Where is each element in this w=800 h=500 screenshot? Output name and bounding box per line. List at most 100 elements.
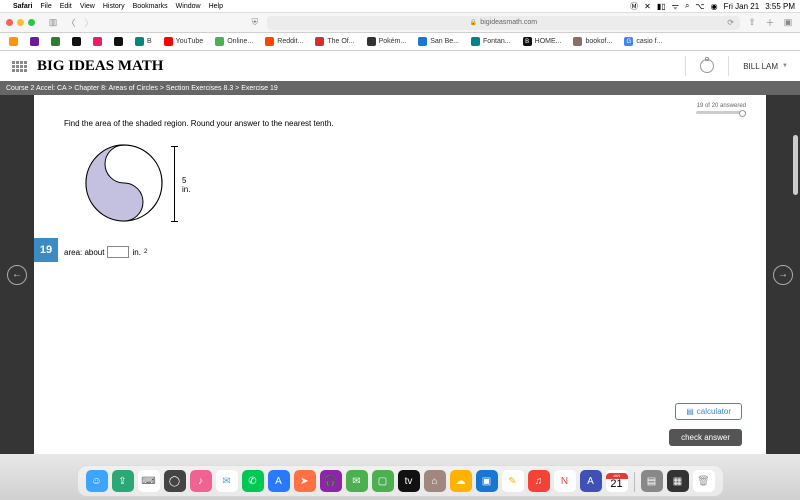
wifi-icon[interactable]: ᯤ [672,1,679,12]
timer-icon[interactable] [700,59,714,73]
dock-app[interactable]: ◯ [164,470,186,492]
bookmark-label: casio f... [636,38,662,45]
maximize-window[interactable] [28,19,35,26]
answer-input[interactable] [107,246,129,258]
status-icon[interactable]: Ⓜ [630,1,638,12]
bookmark-item[interactable]: Fontan... [466,37,516,46]
dock-app[interactable]: N [554,470,576,492]
calculator-button[interactable]: ▤ calculator [675,403,742,420]
sidebar-toggle-icon[interactable]: ▥ [47,17,59,29]
dock-separator [634,472,635,492]
dock-app[interactable]: ➤ [294,470,316,492]
apps-grid-icon[interactable] [12,61,27,72]
battery-icon[interactable]: ▮▯ [657,2,666,11]
dock-app[interactable]: ☺ [86,470,108,492]
dock-app[interactable]: ⇪ [112,470,134,492]
menu-edit[interactable]: Edit [60,3,72,10]
answer-exponent: 2 [144,249,147,255]
dock-app[interactable]: ♪ [190,470,212,492]
bookmark-item[interactable] [88,37,107,46]
bookmark-label: San Be... [430,38,459,45]
favicon [30,37,39,46]
bookmark-item[interactable]: San Be... [413,37,464,46]
bookmark-item[interactable]: Reddit... [260,37,308,46]
bookmark-item[interactable]: The Of... [310,37,359,46]
dock-app[interactable]: ▢ [372,470,394,492]
siri-icon[interactable]: ◉ [711,2,718,11]
prev-arrow-icon: ← [7,265,27,285]
user-menu[interactable]: BILL LAM ▼ [743,62,788,71]
dock-app[interactable]: ✉ [346,470,368,492]
dock-app[interactable]: ✎ [502,470,524,492]
bookmark-item[interactable]: YouTube [159,37,209,46]
dock-calendar[interactable]: JAN21 [606,470,628,492]
forward-button[interactable]: 〉 [83,17,95,29]
favicon [164,37,173,46]
dock-app[interactable]: A [268,470,290,492]
new-tab-icon[interactable]: ＋ [764,17,776,29]
bookmark-item[interactable]: Online... [210,37,258,46]
share-icon[interactable]: ⇧ [746,17,758,29]
dock-app[interactable]: ⌂ [424,470,446,492]
close-window[interactable] [6,19,13,26]
bookmark-item[interactable]: bookof... [568,37,617,46]
menubar-date[interactable]: Fri Jan 21 [724,2,760,11]
favicon [215,37,224,46]
dock-app[interactable]: tv [398,470,420,492]
dock-app[interactable]: ▣ [476,470,498,492]
answer-unit: in. [132,248,140,257]
reload-icon[interactable]: ⟳ [727,18,734,27]
status-icon[interactable]: ✕ [644,2,651,11]
question-figure: 5 in. [74,138,194,228]
dimension-label: 5 in. [182,176,194,194]
favicon [418,37,427,46]
bookmark-item[interactable] [25,37,44,46]
dock-app[interactable]: ▦ [667,470,689,492]
bookmark-label: Reddit... [277,38,303,45]
user-name: BILL LAM [743,62,778,71]
safari-toolbar: ▥ 〈 〉 ⛨ 🔒 bigideasmath.com ⟳ ⇧ ＋ ▣ [0,13,800,33]
menu-view[interactable]: View [80,3,95,10]
bookmark-item[interactable] [67,37,86,46]
menu-bookmarks[interactable]: Bookmarks [133,3,168,10]
answer-row: 19 area: about in.2 [64,246,736,258]
bookmark-item[interactable]: Pokém... [362,37,412,46]
dock-app[interactable]: ✉ [216,470,238,492]
favicon [135,37,144,46]
back-button[interactable]: 〈 [65,17,77,29]
menu-help[interactable]: Help [209,3,223,10]
bookmark-item[interactable] [46,37,65,46]
control-center-icon[interactable]: ⌥ [695,2,704,11]
dock-app[interactable]: ☁ [450,470,472,492]
figure-svg [74,138,174,228]
dock-app[interactable]: ✆ [242,470,264,492]
bookmarks-bar: BYouTubeOnline... Reddit... The Of...Pokém… [0,33,800,51]
bookmark-item[interactable] [4,37,23,46]
menubar-app[interactable]: Safari [13,3,32,10]
minimize-window[interactable] [17,19,24,26]
search-icon[interactable]: ⌕ [685,1,689,11]
dock-app[interactable]: ▤ [641,470,663,492]
check-answer-button[interactable]: check answer [669,429,742,446]
tabs-overview-icon[interactable]: ▣ [782,17,794,29]
menubar-time[interactable]: 3:55 PM [765,2,795,11]
bookmark-item[interactable]: B [130,37,157,46]
menu-file[interactable]: File [40,3,51,10]
dock-app[interactable]: ♫ [528,470,550,492]
address-bar[interactable]: 🔒 bigideasmath.com ⟳ [267,16,740,30]
privacy-shield-icon[interactable]: ⛨ [249,17,261,29]
menu-history[interactable]: History [103,3,125,10]
dock-app[interactable]: 🎧 [320,470,342,492]
brand-logo[interactable]: BIG IDEAS MATH [37,58,163,75]
progress-bar[interactable] [696,111,746,114]
bookmark-item[interactable]: BHOME... [518,37,567,46]
dock-app[interactable]: ⌨ [138,470,160,492]
bookmark-item[interactable]: Gcasio f... [619,37,667,46]
breadcrumb[interactable]: Course 2 Accel: CA > Chapter 8: Areas of… [0,81,800,95]
page-scrollbar[interactable] [793,135,798,195]
dock-app[interactable]: 🗑 [693,470,715,492]
prev-question-nav[interactable]: ← [0,95,34,454]
bookmark-item[interactable] [109,37,128,46]
dock-app[interactable]: A [580,470,602,492]
menu-window[interactable]: Window [176,3,201,10]
